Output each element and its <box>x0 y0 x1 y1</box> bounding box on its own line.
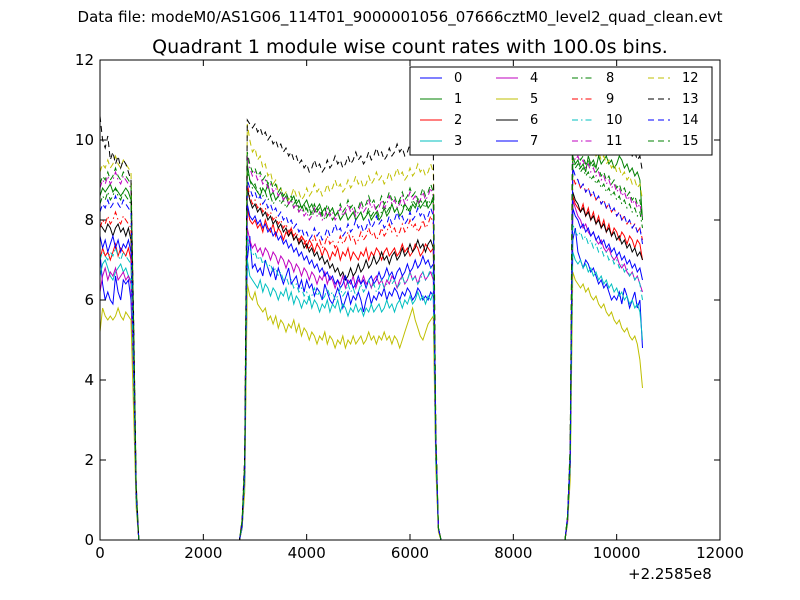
legend-label: 4 <box>530 71 538 86</box>
legend-label: 13 <box>682 92 699 107</box>
y-tick-label: 4 <box>84 371 94 389</box>
series-line-13 <box>100 91 643 540</box>
legend-label: 6 <box>530 113 538 128</box>
legend-box <box>409 66 713 156</box>
x-tick-label: 10000 <box>593 544 641 562</box>
x-axis-offset-label: +2.2585e8 <box>628 565 712 583</box>
legend-label: 9 <box>606 92 614 107</box>
chart-title: Quadrant 1 module wise count rates with … <box>152 36 668 58</box>
series-line-14 <box>100 167 643 540</box>
legend-label: 0 <box>454 71 462 86</box>
y-tick-label: 8 <box>84 211 94 229</box>
legend-label: 11 <box>606 134 623 149</box>
series-line-15 <box>100 143 643 540</box>
series-line-11 <box>100 147 643 540</box>
x-tick-label: 0 <box>95 544 105 562</box>
x-tick-label: 2000 <box>184 544 222 562</box>
legend-label: 8 <box>606 71 614 86</box>
x-tick-label: 4000 <box>288 544 326 562</box>
series-line-12 <box>100 115 643 540</box>
y-tick-label: 12 <box>75 51 94 69</box>
x-tick-label: 12000 <box>696 544 744 562</box>
legend-label: 5 <box>530 92 538 107</box>
series-line-2 <box>100 195 643 540</box>
series-line-1 <box>100 154 643 540</box>
y-tick-label: 0 <box>84 531 94 549</box>
series-line-5 <box>100 271 643 540</box>
legend-label: 15 <box>682 134 699 149</box>
series-line-10 <box>100 223 643 540</box>
x-tick-label: 6000 <box>391 544 429 562</box>
series-line-0 <box>100 227 643 540</box>
x-tick-label: 8000 <box>494 544 532 562</box>
legend-label: 7 <box>530 134 538 149</box>
series-line-9 <box>100 175 643 540</box>
legend-label: 14 <box>682 113 699 128</box>
legend-label: 1 <box>454 92 462 107</box>
y-tick-label: 2 <box>84 451 94 469</box>
series-line-3 <box>100 251 643 540</box>
y-tick-label: 6 <box>84 291 94 309</box>
legend-label: 3 <box>454 134 462 149</box>
series-layer <box>100 91 643 540</box>
legend-label: 12 <box>682 71 699 86</box>
legend-label: 10 <box>606 113 623 128</box>
series-line-6 <box>100 187 643 540</box>
legend-label: 2 <box>454 113 462 128</box>
figure-suptitle: Data file: modeM0/AS1G06_114T01_90000010… <box>77 8 723 26</box>
series-line-7 <box>100 203 643 540</box>
series-line-8 <box>100 159 643 540</box>
y-tick-label: 10 <box>75 131 94 149</box>
